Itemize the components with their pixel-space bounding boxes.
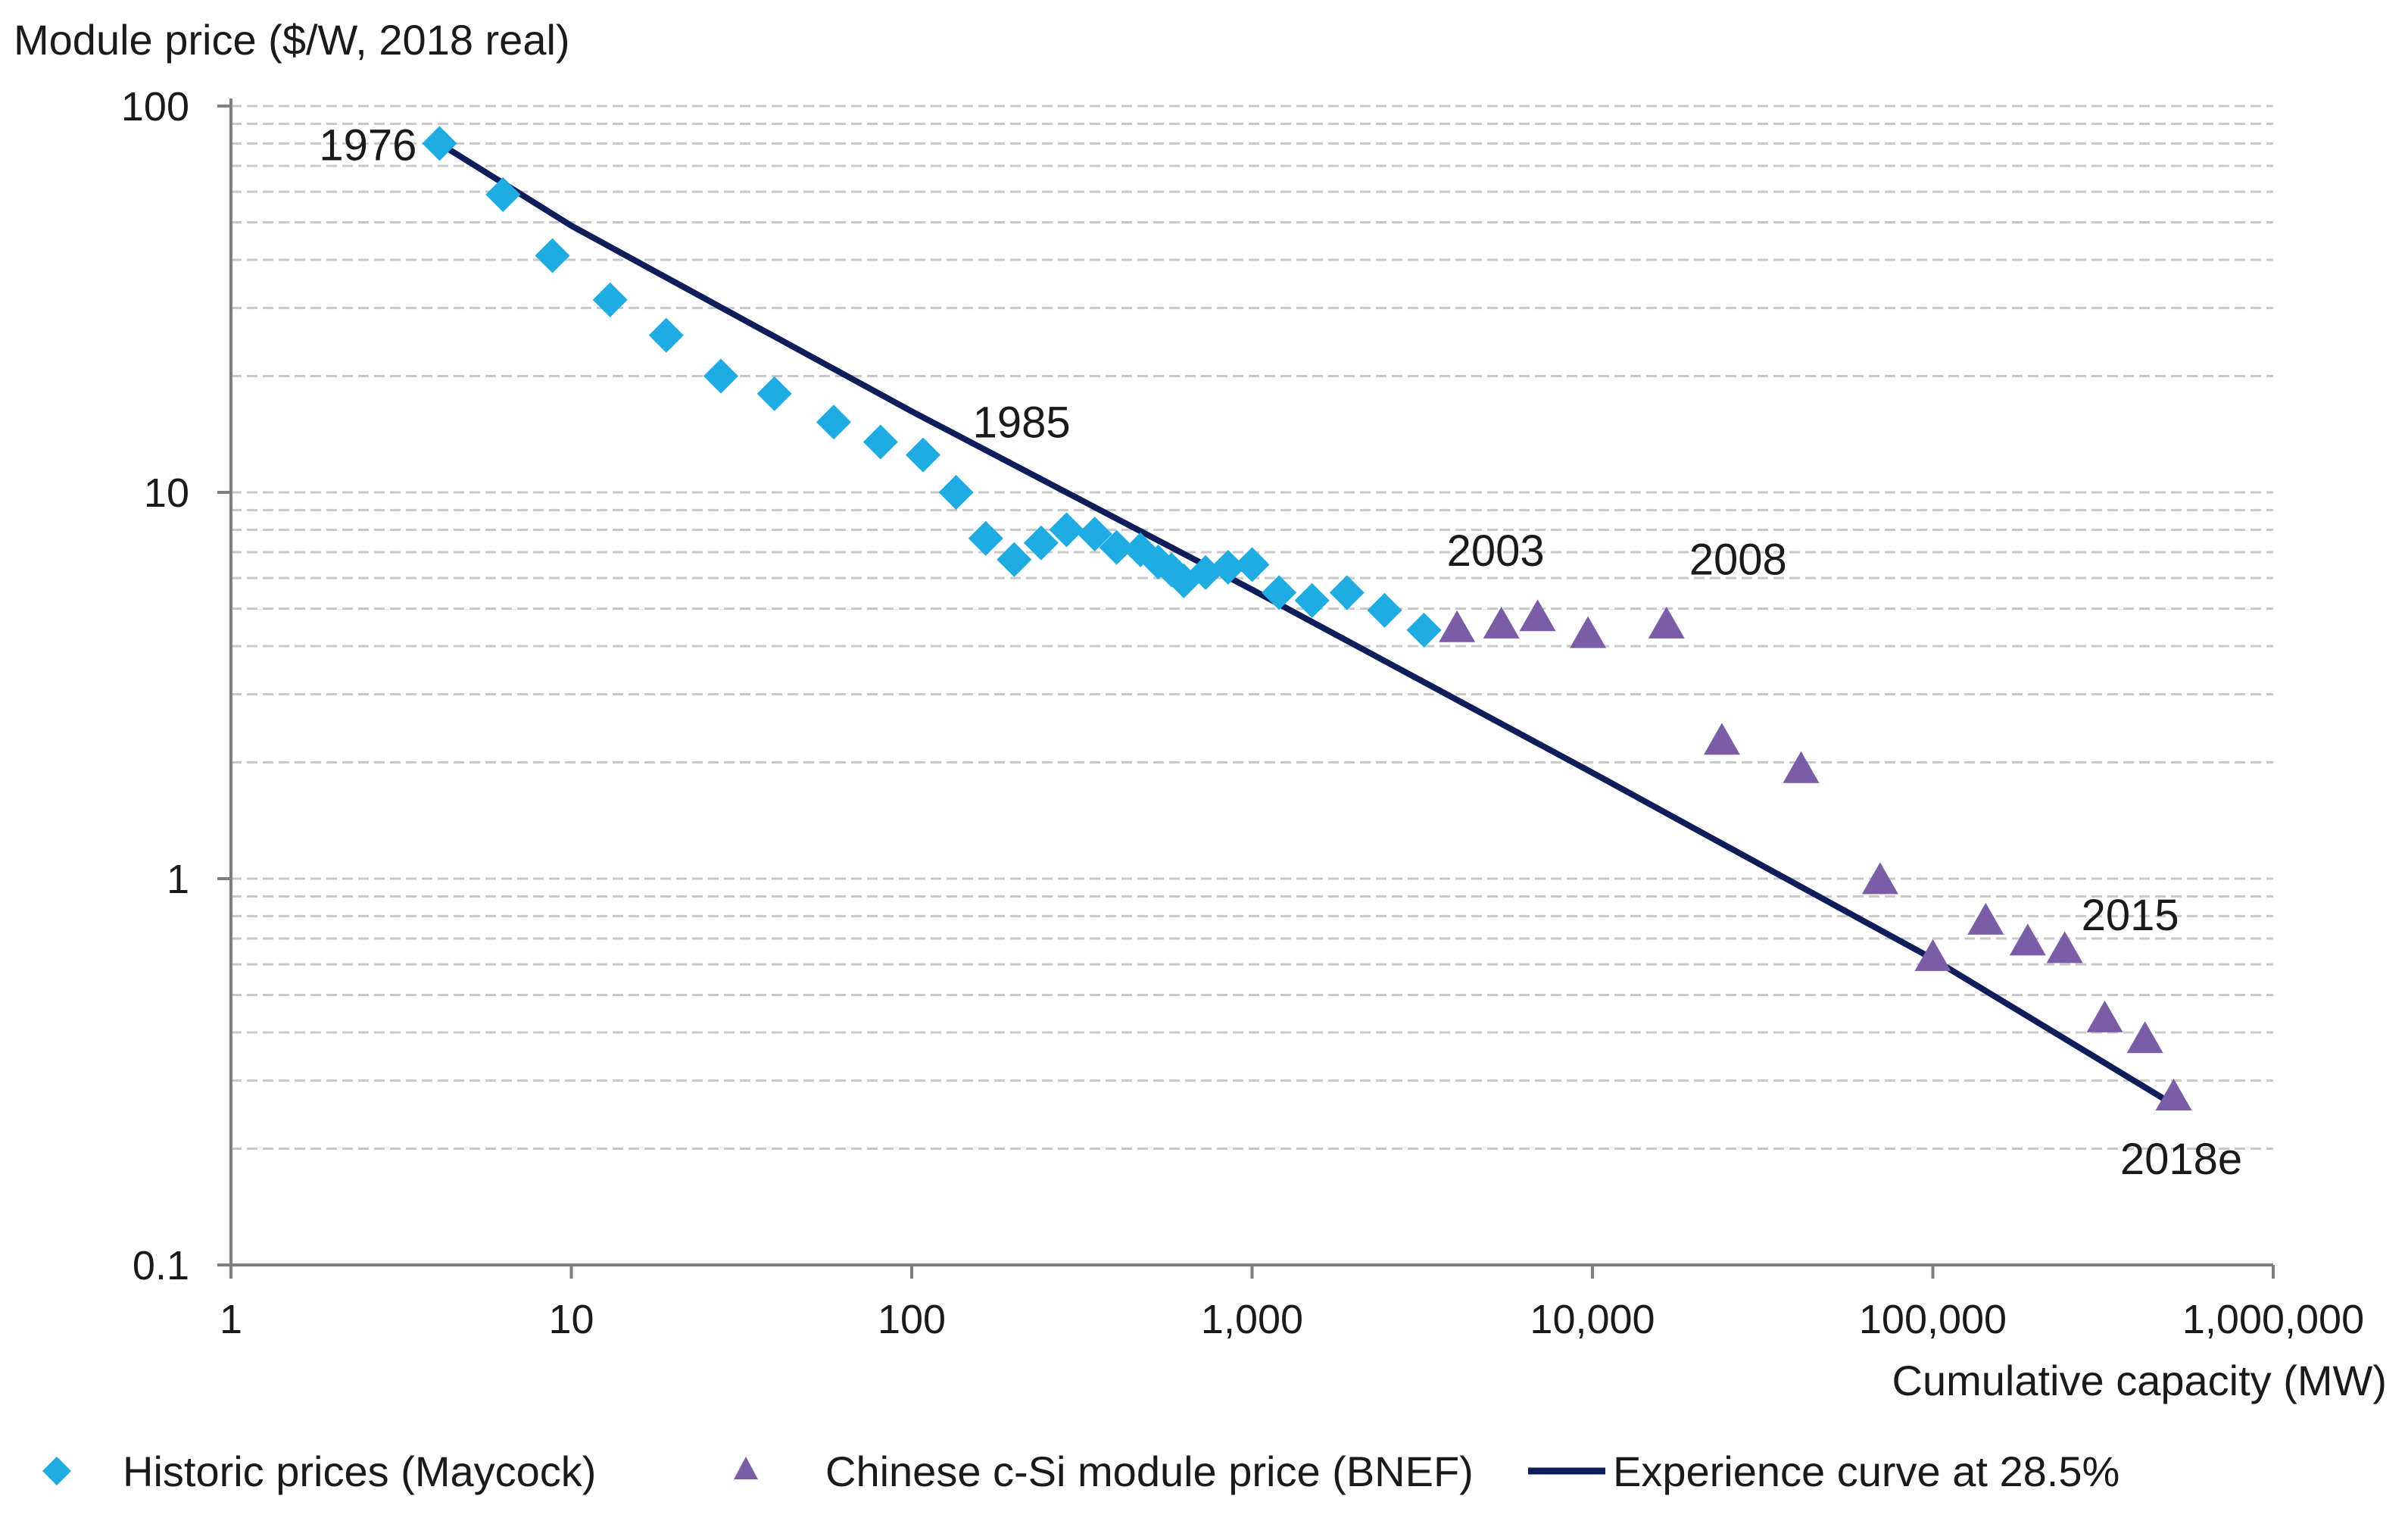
bnef-price-point xyxy=(1648,606,1685,639)
data-series xyxy=(422,126,2192,1110)
maycock-price-point xyxy=(1367,592,1402,628)
year-annotation: 2015 xyxy=(2082,891,2179,940)
maycock-price-point xyxy=(906,437,941,473)
maycock-price-point xyxy=(1210,549,1246,585)
legend-swatch-diamond xyxy=(42,1457,71,1485)
maycock-price-point xyxy=(648,317,684,353)
maycock-price-point xyxy=(1329,575,1365,611)
maycock-price-point xyxy=(862,424,898,460)
maycock-price-point xyxy=(816,404,851,440)
maycock-price-point xyxy=(1234,547,1270,582)
axes: 1 10 100 1,000 10,000 100,000 1,000,000 0.1 1 10 1… xyxy=(121,84,2364,1342)
bnef-price-point xyxy=(2086,1000,2123,1032)
y-tick-label: 10 xyxy=(144,470,189,516)
bnef-price-point xyxy=(2155,1078,2192,1110)
x-tick-label: 100,000 xyxy=(1859,1297,2007,1342)
experience-curve-line xyxy=(438,141,2176,1107)
bnef-price-point xyxy=(2009,923,2046,956)
maycock-price-point xyxy=(1023,525,1059,561)
bnef-price-point xyxy=(1570,616,1607,648)
x-tick-label: 1,000 xyxy=(1201,1297,1303,1342)
bnef-price-point xyxy=(2046,931,2083,964)
legend-label: Experience curve at 28.5% xyxy=(1613,1448,2119,1495)
bnef-price-point xyxy=(1519,599,1556,632)
legend-label: Historic prices (Maycock) xyxy=(123,1448,596,1495)
maycock-price-point xyxy=(938,475,974,510)
annotations: 1976 1985 2003 2008 2015 2018e xyxy=(319,120,2242,1184)
year-annotation: 1985 xyxy=(973,398,1071,448)
bnef-price-point xyxy=(1861,862,1898,895)
year-annotation: 2018e xyxy=(2120,1135,2242,1184)
y-tick-label: 1 xyxy=(167,857,189,902)
bnef-price-point xyxy=(1703,723,1740,755)
maycock-price-point xyxy=(703,358,738,394)
x-tick-label: 100 xyxy=(878,1297,946,1342)
year-annotation: 1976 xyxy=(319,120,416,170)
maycock-price-point xyxy=(422,126,457,161)
bnef-price-point xyxy=(1439,610,1476,642)
maycock-price-point xyxy=(968,520,1003,556)
maycock-price-point xyxy=(1294,582,1330,618)
y-tick-label: 0.1 xyxy=(133,1243,189,1288)
year-annotation: 2003 xyxy=(1447,526,1545,576)
bnef-price-point xyxy=(1967,902,2004,935)
legend-label: Chinese c-Si module price (BNEF) xyxy=(825,1448,1474,1495)
x-axis-title: Cumulative capacity (MW) xyxy=(1892,1357,2387,1404)
maycock-price-point xyxy=(592,282,628,317)
maycock-price-point xyxy=(535,238,570,273)
bnef-price-point xyxy=(1483,606,1520,639)
maycock-price-point xyxy=(1049,512,1084,548)
y-axis-title: Module price ($/W, 2018 real) xyxy=(14,16,570,64)
maycock-price-point xyxy=(756,376,792,411)
legend: Historic prices (Maycock) Chinese c-Si mo… xyxy=(42,1448,2119,1495)
maycock-price-point xyxy=(1262,575,1297,611)
y-tick-label: 100 xyxy=(121,84,189,130)
x-tick-label: 1 xyxy=(220,1297,242,1342)
bnef-price-point xyxy=(2126,1021,2163,1054)
maycock-price-point xyxy=(1077,517,1112,552)
bnef-price-point xyxy=(1783,751,1820,783)
maycock-price-point xyxy=(485,176,521,212)
maycock-price-point xyxy=(1406,612,1442,648)
legend-swatch-triangle xyxy=(734,1457,758,1479)
maycock-price-point xyxy=(997,542,1032,577)
bnef-price-point xyxy=(1914,939,1951,971)
x-tick-label: 10 xyxy=(548,1297,594,1342)
year-annotation: 2008 xyxy=(1689,535,1787,584)
maycock-price-point xyxy=(1099,529,1134,565)
x-tick-label: 1,000,000 xyxy=(2182,1297,2364,1342)
gridlines xyxy=(231,105,2273,1150)
x-tick-label: 10,000 xyxy=(1530,1297,1655,1342)
